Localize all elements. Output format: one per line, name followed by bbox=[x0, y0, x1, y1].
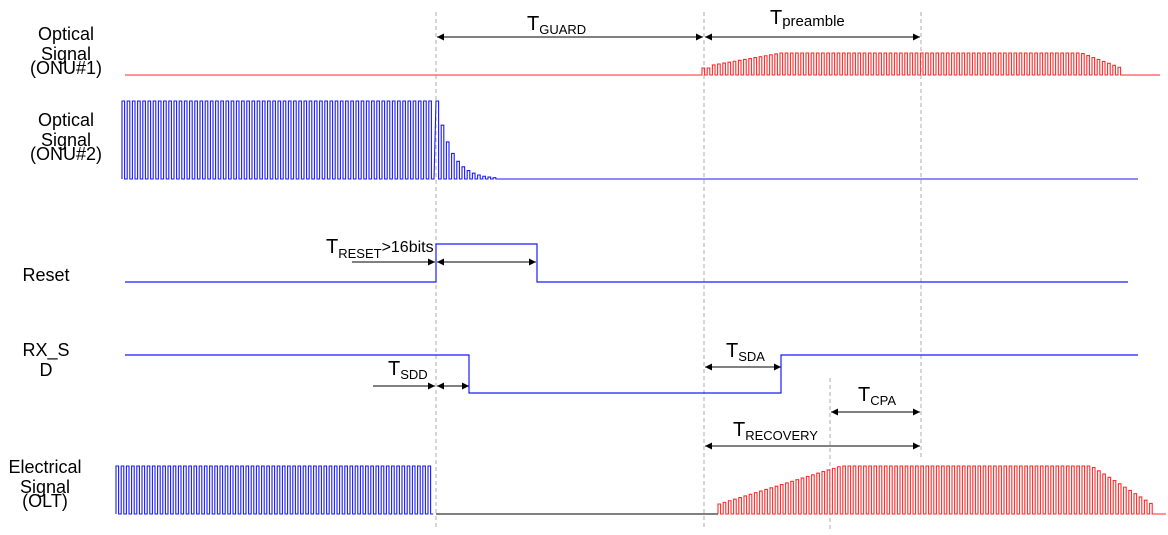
onu2-label-line2: Signal bbox=[40, 130, 92, 150]
t-preamble-label: Tpreamble bbox=[770, 7, 845, 30]
onu2-label-line3: (ONU#2) bbox=[29, 144, 102, 164]
rxsd-label-line1: RX_S bbox=[22, 340, 70, 360]
t-reset-label: TRESET>16bits bbox=[326, 236, 434, 261]
reset-signal-label: Reset bbox=[20, 265, 72, 285]
rxsd-waveform bbox=[125, 354, 1138, 394]
electrical-waveform-red bbox=[717, 465, 1166, 515]
electrical-signal-label: Electrical Signal (OLT) bbox=[2, 457, 88, 511]
t-cpa-label: TCPA bbox=[858, 384, 896, 408]
onu1-label-line2: Signal bbox=[40, 44, 92, 64]
onu1-waveform bbox=[125, 52, 1160, 76]
onu2-signal-label: Optical Signal (ONU#2) bbox=[20, 110, 112, 164]
electrical-waveform-blue bbox=[115, 465, 434, 515]
onu2-waveform bbox=[121, 100, 1138, 180]
onu1-label-line1: Optical bbox=[37, 24, 95, 44]
timing-arrows bbox=[352, 33, 920, 450]
reset-waveform bbox=[125, 243, 1128, 283]
t-recovery-label: TRECOVERY bbox=[733, 419, 818, 443]
onu2-label-line1: Optical bbox=[37, 110, 95, 130]
reset-label-line1: Reset bbox=[22, 265, 70, 285]
t-sdd-label: TSDD bbox=[388, 358, 428, 382]
onu1-label-line3: (ONU#1) bbox=[29, 58, 102, 78]
elec-label-line2: Signal bbox=[19, 477, 71, 497]
t-guard-label: TGUARD bbox=[527, 13, 586, 37]
rxsd-label-line2: D bbox=[39, 360, 53, 380]
elec-label-line1: Electrical bbox=[8, 457, 82, 477]
rxsd-signal-label: RX_S D bbox=[20, 340, 72, 380]
t-sda-label: TSDA bbox=[726, 340, 765, 364]
guide-lines bbox=[435, 12, 922, 530]
elec-label-line3: (OLT) bbox=[22, 491, 68, 511]
onu1-signal-label: Optical Signal (ONU#1) bbox=[20, 24, 112, 78]
